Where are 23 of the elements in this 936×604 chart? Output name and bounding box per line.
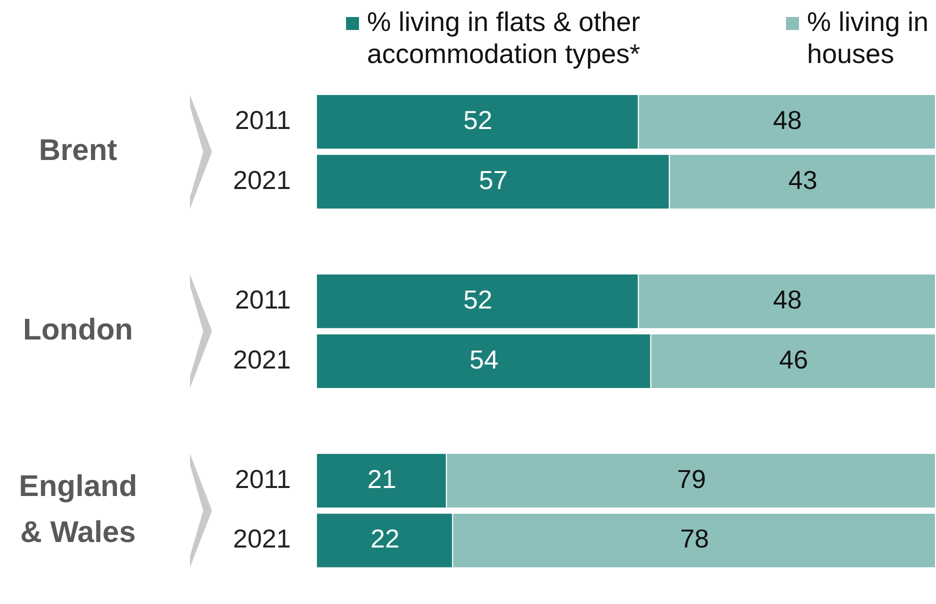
- data-label: 43: [788, 164, 818, 195]
- y-tick-label: 2011: [234, 284, 291, 314]
- y-tick-label: 2011: [234, 464, 291, 494]
- data-label: 46: [779, 344, 808, 374]
- y-tick-label: 2021: [232, 164, 291, 195]
- data-label: 78: [680, 524, 709, 554]
- data-label: 79: [676, 464, 706, 494]
- y-tick-label: 2021: [232, 344, 291, 374]
- data-label: 57: [478, 164, 508, 195]
- data-label: 48: [772, 105, 802, 136]
- data-label: 21: [367, 464, 396, 494]
- text: Brent: [38, 134, 118, 168]
- legend-label: % living in houses: [807, 6, 930, 70]
- data-label: 48: [772, 284, 802, 314]
- legend-label: % living in flats & other accommodation types*: [367, 6, 642, 70]
- data-label: 52: [463, 284, 492, 314]
- data-label: 52: [463, 105, 492, 136]
- data-label: 54: [470, 344, 498, 374]
- y-tick-label: 2011: [234, 105, 291, 136]
- data-label: 22: [370, 524, 400, 554]
- text: England & Wales: [18, 470, 138, 549]
- y-tick-label: 2021: [232, 524, 291, 554]
- text: London: [23, 313, 133, 346]
